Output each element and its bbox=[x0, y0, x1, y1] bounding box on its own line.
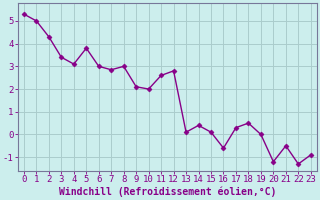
X-axis label: Windchill (Refroidissement éolien,°C): Windchill (Refroidissement éolien,°C) bbox=[59, 187, 276, 197]
